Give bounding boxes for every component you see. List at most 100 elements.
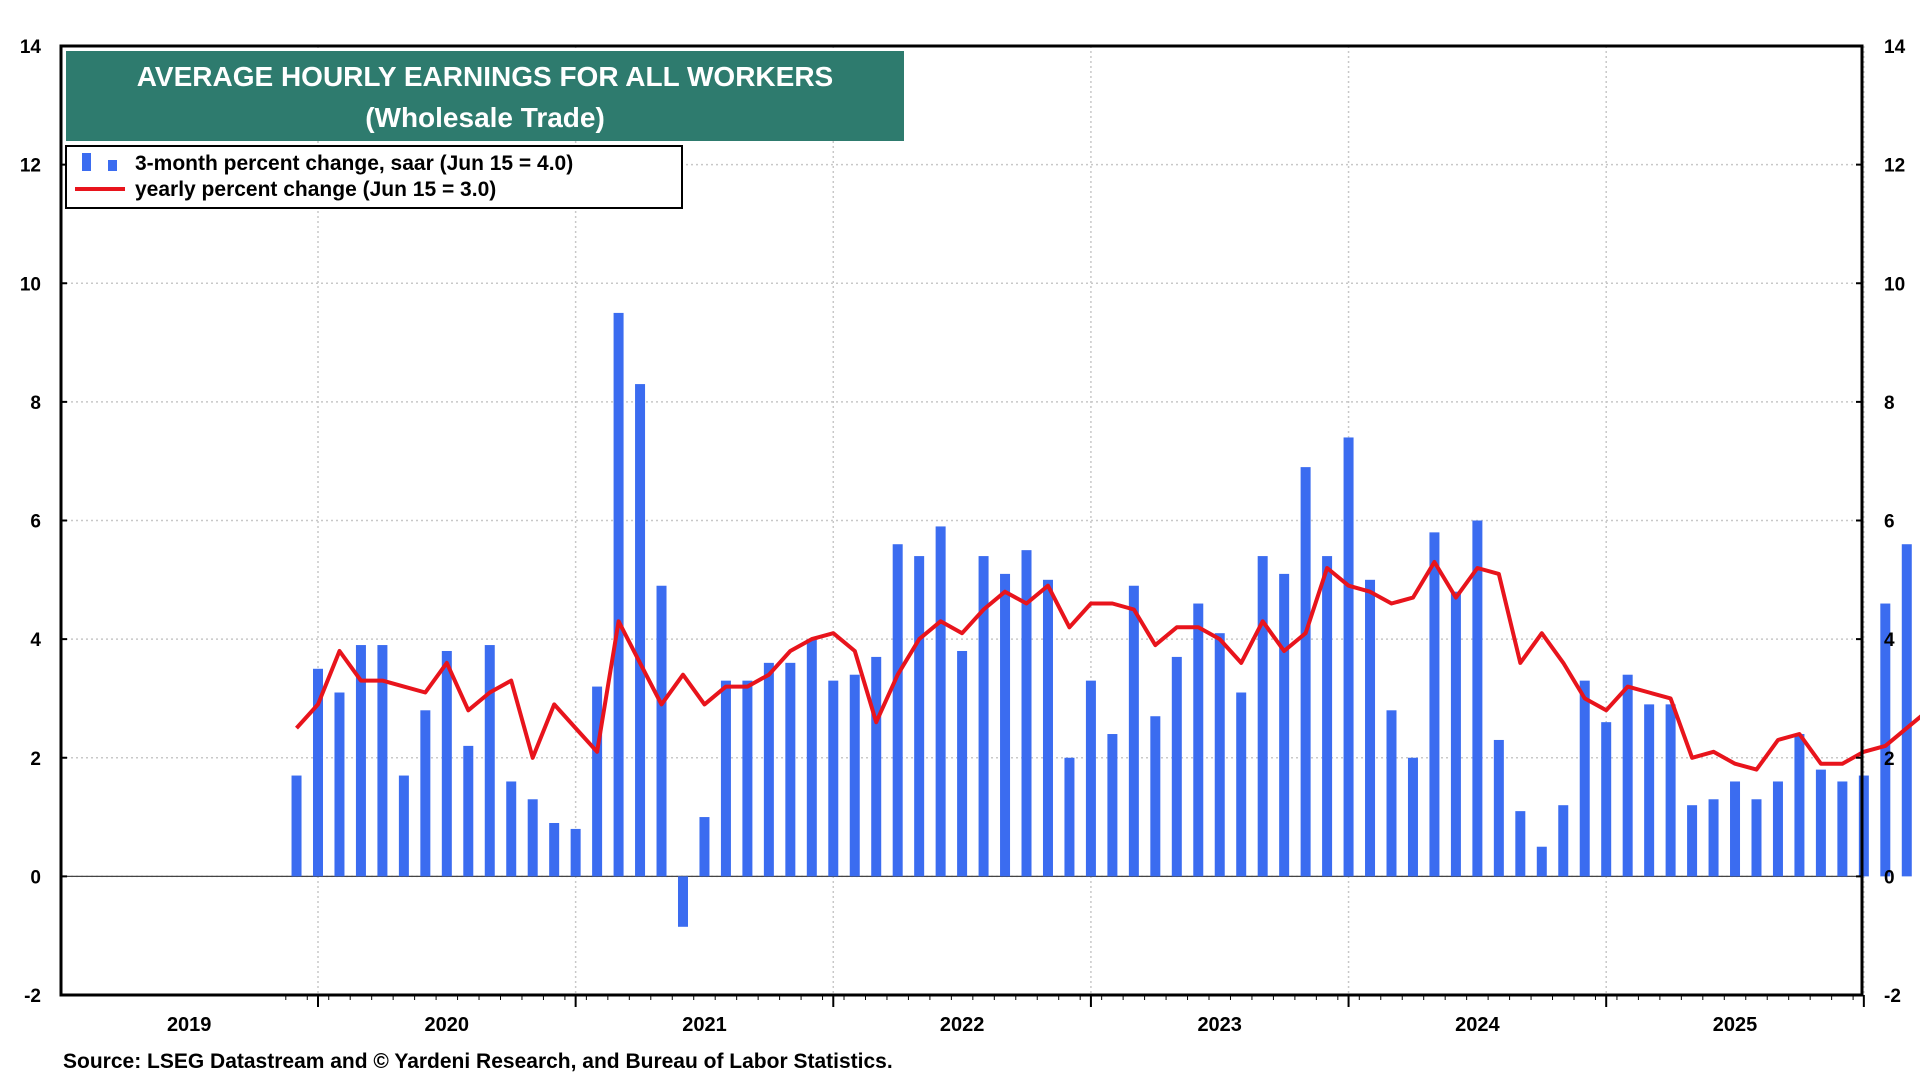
bar <box>549 822 560 877</box>
bar <box>463 745 474 877</box>
y-tick-label-left: 8 <box>30 393 41 414</box>
bar <box>484 645 495 877</box>
y-tick-label-right: 10 <box>1884 274 1905 295</box>
bar <box>1493 739 1504 877</box>
bar <box>785 662 796 877</box>
title-box <box>66 51 904 141</box>
bar <box>1472 520 1483 877</box>
bar-series <box>291 312 1912 927</box>
bar <box>656 585 667 877</box>
bar <box>1300 467 1311 877</box>
bar <box>1772 781 1783 877</box>
bar <box>1279 573 1290 877</box>
x-tick-label: 2025 <box>1713 1014 1758 1036</box>
y-tick-label-left: 4 <box>30 630 41 651</box>
y-tick-label-left: 2 <box>30 749 41 770</box>
bar <box>1150 716 1161 877</box>
bar <box>1815 769 1826 877</box>
x-tick-label: 2023 <box>1197 1014 1242 1036</box>
bar <box>1214 633 1225 877</box>
x-tick-label: 2019 <box>167 1014 212 1036</box>
bar <box>699 817 710 877</box>
bar <box>1751 799 1762 877</box>
x-tick-label: 2022 <box>940 1014 985 1036</box>
bar <box>313 668 323 877</box>
yearly-line <box>295 560 1920 772</box>
bar <box>914 556 925 877</box>
bar <box>1386 710 1397 877</box>
bar <box>1558 805 1569 877</box>
bar <box>1644 704 1655 877</box>
x-tick-label: 2021 <box>682 1014 727 1036</box>
bar <box>1236 692 1247 877</box>
y-tick-label-right: 12 <box>1884 156 1905 177</box>
bar <box>828 680 839 877</box>
y-tick-label-left: 12 <box>20 156 41 177</box>
legend-bar-label: 3-month percent change, saar (Jun 15 = 4… <box>135 152 573 175</box>
bar <box>1042 579 1053 877</box>
y-tick-label-left: 10 <box>20 274 41 295</box>
bar <box>1622 674 1633 877</box>
bar <box>1579 680 1590 877</box>
bar <box>355 645 366 877</box>
bar <box>334 692 345 877</box>
bar <box>1687 805 1698 877</box>
bar <box>1085 680 1096 877</box>
y-tick-label-right: 0 <box>1884 867 1895 888</box>
bar <box>978 556 989 877</box>
y-tick-label-left: 6 <box>30 512 41 533</box>
bar <box>1708 799 1719 877</box>
legend-box <box>65 145 683 209</box>
y-tick-label-right: 2 <box>1884 749 1895 770</box>
y-tick-label-right: 14 <box>1884 37 1906 58</box>
bar <box>1794 734 1805 877</box>
bar <box>570 828 581 877</box>
y-tick-label-right: -2 <box>1884 986 1901 1007</box>
bar <box>720 680 731 877</box>
bar <box>1107 734 1118 877</box>
bar <box>1365 579 1376 877</box>
bar <box>1730 781 1741 877</box>
bar <box>1171 656 1182 877</box>
bar <box>635 384 646 877</box>
bar <box>1837 781 1848 877</box>
bar <box>1880 603 1891 877</box>
bar <box>1429 532 1440 877</box>
x-axis: 2019 2020 2021 2022 2023 2024 2025 <box>167 995 1865 1036</box>
y-tick-label-left: 14 <box>20 37 42 58</box>
bar <box>1000 573 1011 877</box>
bar <box>527 799 538 877</box>
bar <box>592 686 603 877</box>
bar <box>398 775 409 877</box>
chart-title: AVERAGE HOURLY EARNINGS FOR ALL WORKERS <box>137 61 833 92</box>
legend-line-label: yearly percent change (Jun 15 = 3.0) <box>135 178 496 201</box>
bar <box>677 876 688 927</box>
bar <box>1128 585 1139 877</box>
y-tick-label-left: 0 <box>30 867 41 888</box>
bar <box>291 775 302 877</box>
bar <box>506 781 517 877</box>
bar <box>1257 556 1268 877</box>
y-tick-label-right: 4 <box>1884 630 1895 651</box>
bar <box>1021 550 1032 877</box>
bar <box>742 680 753 877</box>
bar <box>1322 556 1333 877</box>
x-tick-label: 2020 <box>425 1014 470 1036</box>
bar <box>377 645 388 877</box>
x-tick-label: 2024 <box>1455 1014 1500 1036</box>
bar <box>1064 757 1075 877</box>
bar <box>892 544 903 877</box>
y-axis-right: -2 0 2 4 6 8 10 12 14 <box>1856 37 1906 1007</box>
bar <box>1536 846 1547 877</box>
y-tick-label-left: -2 <box>24 986 41 1007</box>
bar <box>1407 757 1418 877</box>
bar <box>1450 591 1461 877</box>
bar <box>441 650 452 877</box>
bar <box>1665 704 1676 877</box>
y-axis-left: -2 0 2 4 6 8 10 12 14 <box>20 37 67 1007</box>
bar <box>1193 603 1204 877</box>
bar <box>420 710 431 877</box>
source-note: Source: LSEG Datastream and © Yardeni Re… <box>63 1050 893 1073</box>
